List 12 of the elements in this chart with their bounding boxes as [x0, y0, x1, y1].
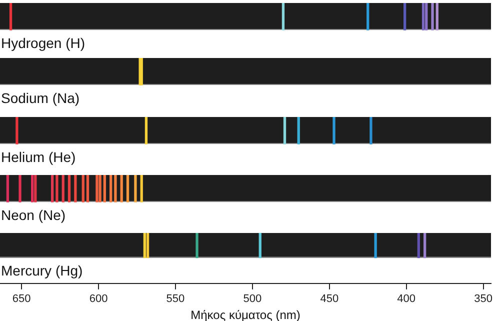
x-tick-label: 600	[89, 293, 108, 306]
text: Hydrogen (H)	[1, 34, 86, 51]
text: Helium (He)	[1, 148, 76, 165]
x-tick-label: 450	[320, 293, 339, 306]
text: Neon (Ne)	[1, 206, 66, 223]
x-tick-label: 650	[12, 293, 31, 306]
x-tick-label: 350	[474, 293, 492, 306]
x-tick-label: 400	[397, 293, 416, 306]
x-tick-label: 550	[166, 293, 185, 306]
text: Mercury (Hg)	[1, 262, 83, 279]
text: Sodium (Na)	[1, 90, 80, 106]
x-tick-label: 500	[243, 293, 262, 306]
